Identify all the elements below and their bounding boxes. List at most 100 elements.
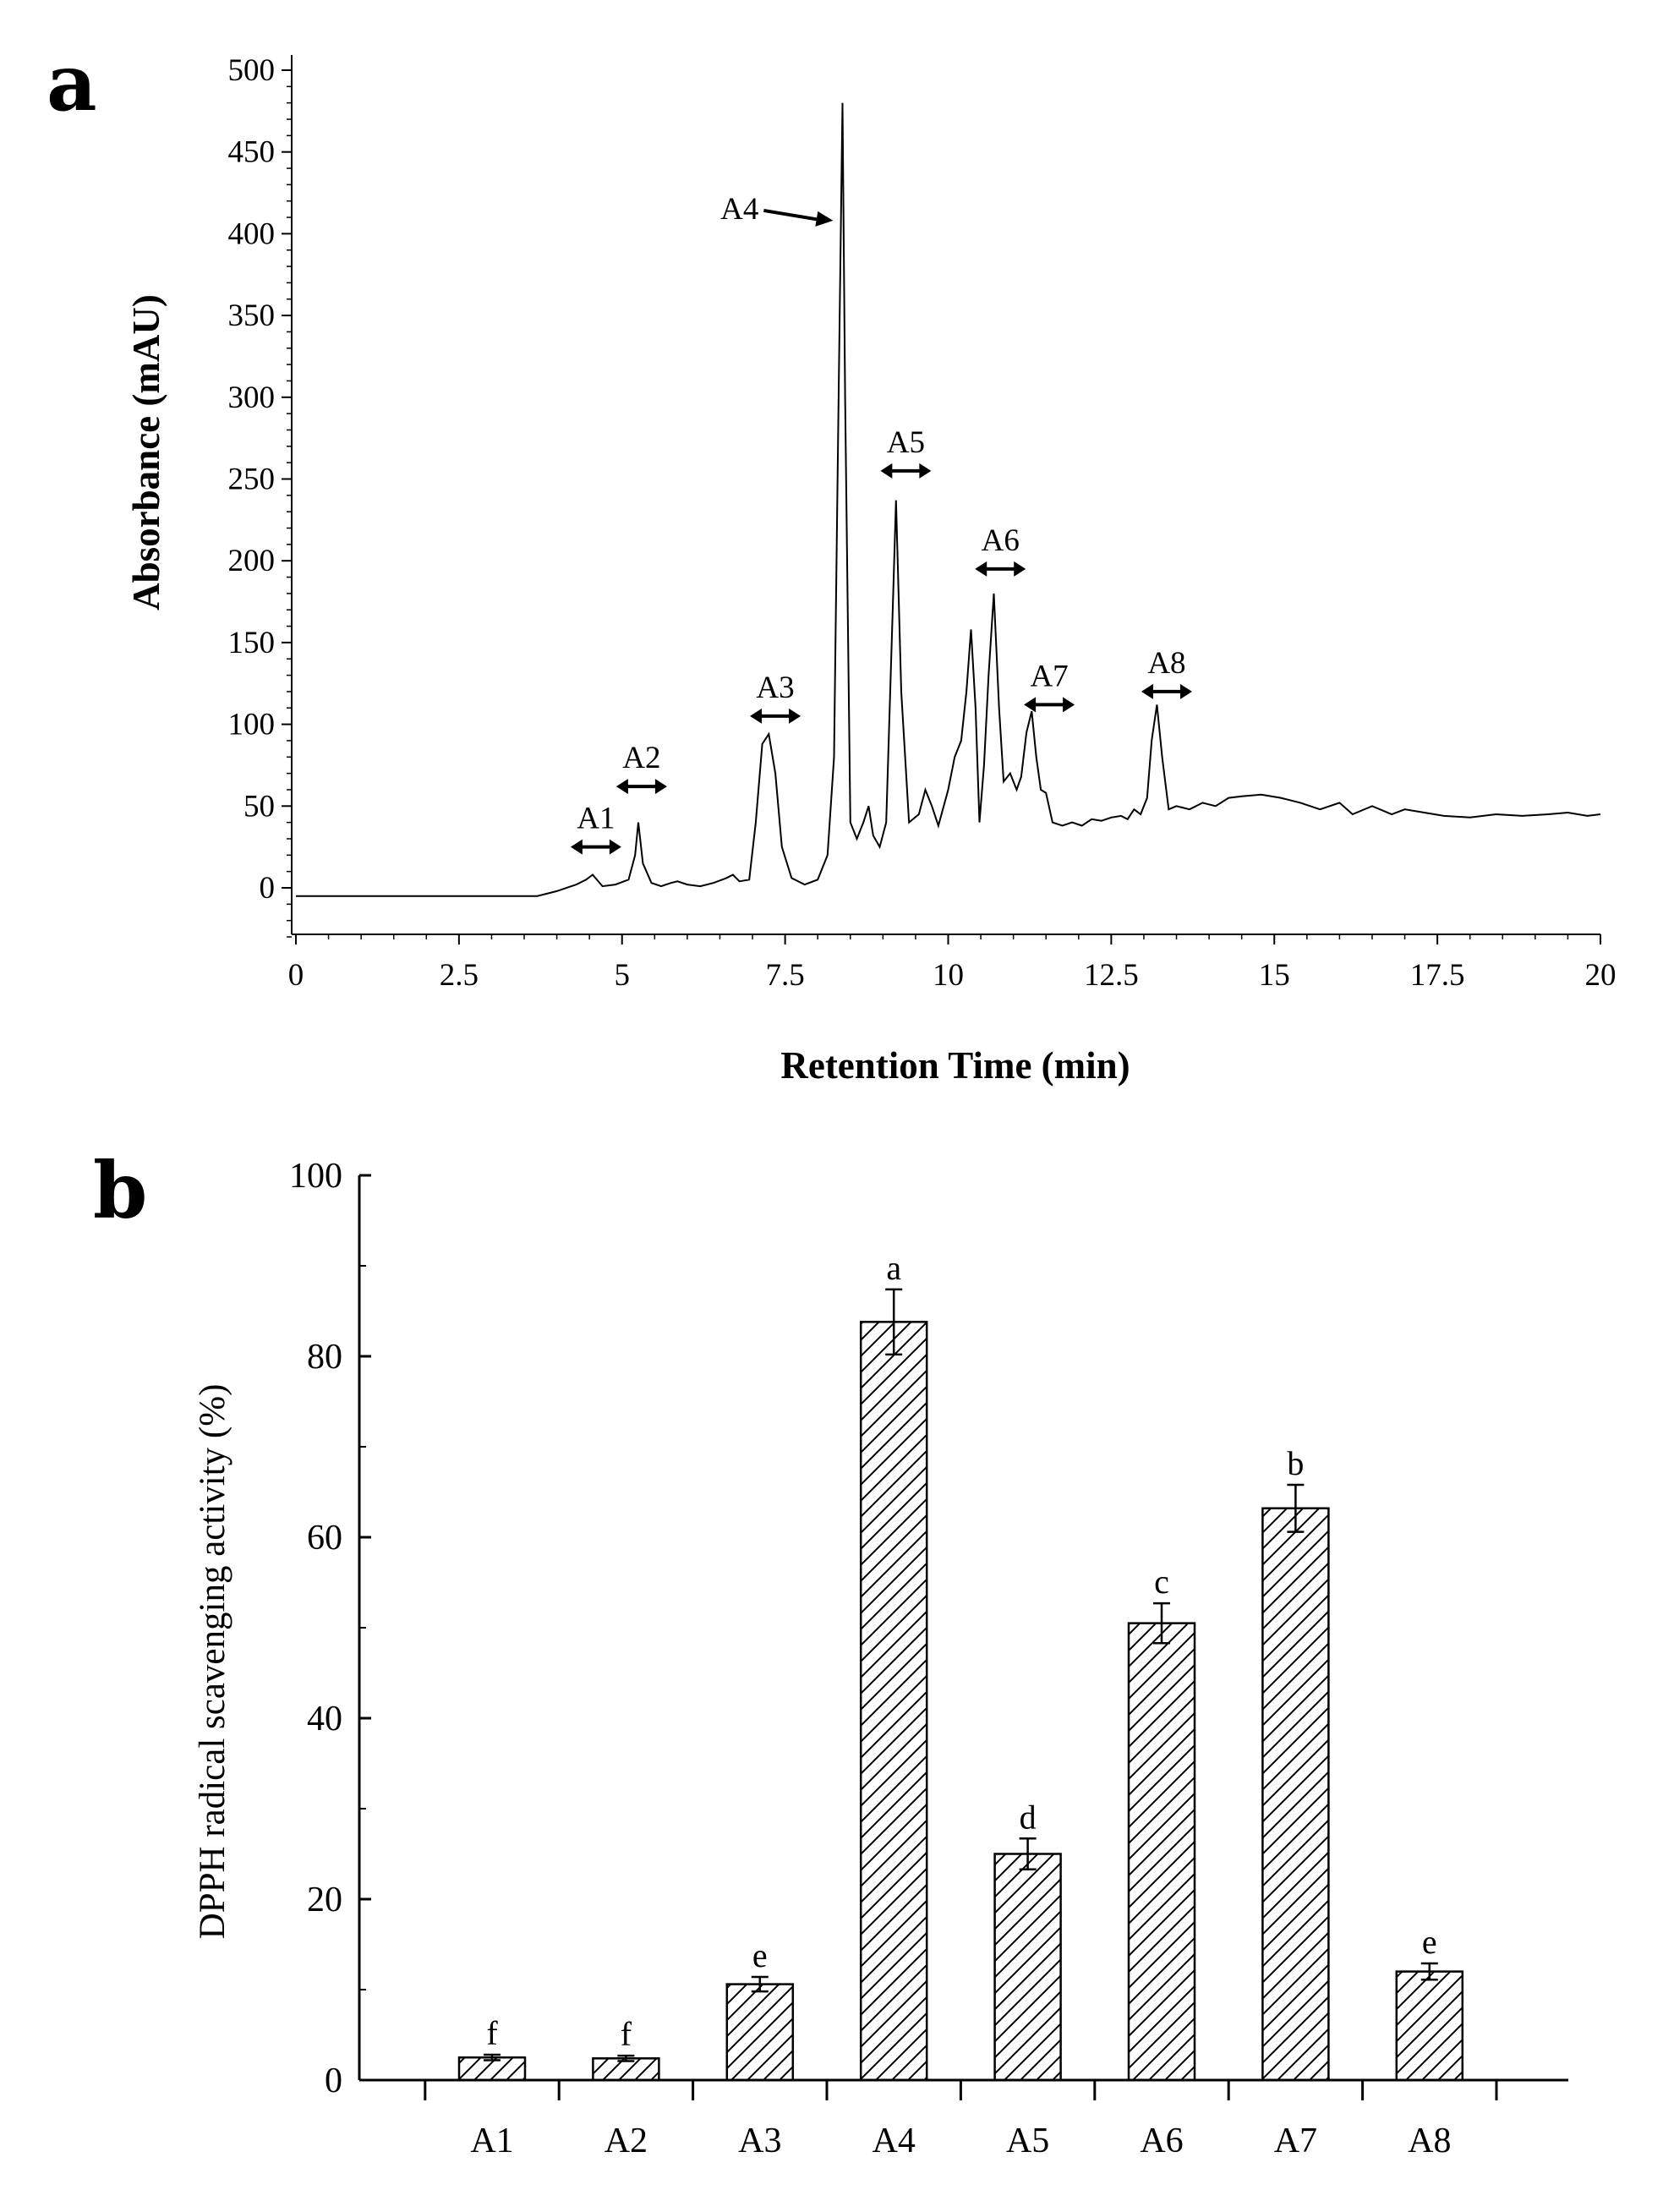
panel-a-x-tick-label: 5 (615, 958, 631, 993)
panel-b-x-tick-label: A4 (873, 2122, 916, 2160)
panel-b-x-tick-label: A7 (1274, 2122, 1317, 2160)
significance-letter: c (1154, 1563, 1169, 1601)
bar-a1 (457, 2056, 527, 2082)
chromatogram-trace (296, 102, 1601, 897)
panel-b-x-tick-label: A6 (1140, 2122, 1183, 2160)
panel-a-y-tick-label: 150 (228, 626, 276, 660)
peak-label-text: A5 (887, 425, 925, 460)
peak-label-text: A3 (756, 671, 794, 705)
significance-letter: e (752, 1936, 768, 1974)
peak-label-a4: A4 (720, 192, 834, 227)
peak-label-a5: A5 (880, 425, 932, 479)
significance-letter: b (1287, 1444, 1304, 1482)
panel-a-y-tick-label: 0 (260, 871, 276, 906)
double-arrow-left-head (1024, 697, 1037, 713)
bar-group-a5: d A5 (993, 1798, 1062, 2160)
peak-label-text: A8 (1147, 646, 1185, 681)
panel-letter-a: a (46, 37, 97, 129)
panel-b-bars: f A1 f A2 e A3 a A4 d A5 c A6 b A7 e A8 (457, 1249, 1464, 2160)
panel-b-x-tick-label: A1 (470, 2122, 513, 2160)
bar-group-a6: c A6 (1127, 1563, 1196, 2160)
double-arrow-left-head (750, 708, 763, 724)
bar-a4 (859, 1321, 928, 2082)
panel-b-y-tick-label: 0 (325, 2061, 342, 2100)
panel-a-x-tick-label: 17.5 (1410, 958, 1465, 993)
peak-label-a7: A7 (1024, 659, 1075, 713)
peak-label-a2: A2 (615, 741, 667, 795)
bar-a7 (1261, 1507, 1330, 2082)
peak-label-a3: A3 (750, 671, 801, 724)
peak-label-text: A1 (577, 802, 615, 836)
peak-label-a1: A1 (570, 802, 621, 855)
panel-b-x-tick-label: A8 (1408, 2122, 1451, 2160)
double-arrow-right-head (1014, 561, 1026, 577)
bar-a5 (993, 1853, 1062, 2082)
panel-a-axes (291, 55, 1600, 935)
double-arrow-right-head (609, 839, 621, 855)
panel-a-x-tick-label: 20 (1585, 958, 1617, 993)
panel-a-y-tick-label: 350 (228, 298, 276, 333)
bar-group-a1: f A1 (457, 2014, 527, 2160)
peak-label-text: A2 (622, 741, 660, 775)
double-arrow-right-head (919, 463, 932, 479)
bar-group-a3: e A3 (725, 1936, 795, 2160)
double-arrow-left-head (975, 561, 987, 577)
panel-b-x-tick-label: A5 (1006, 2122, 1049, 2160)
panel-a-x-tick-label: 15 (1259, 958, 1290, 993)
panel-a-y-tick-label: 500 (228, 53, 276, 88)
significance-letter: f (621, 2015, 632, 2053)
callout-arrow-shaft (763, 208, 820, 222)
panel-a-y-tick-label: 200 (228, 544, 276, 578)
panel-b-y-tick-label: 60 (307, 1519, 342, 1558)
peak-label-a6: A6 (975, 523, 1026, 577)
bar-a8 (1395, 1970, 1464, 2082)
panel-a-y-tick-label: 100 (228, 708, 276, 742)
panel-b-y-axis-title: DPPH radical scavenging activity (%) (193, 1384, 232, 1940)
panel-b-y-tick-label: 40 (307, 1700, 342, 1738)
double-arrow-right-head (654, 779, 667, 795)
panel-b-x-tick-label: A3 (738, 2122, 781, 2160)
peak-label-a8: A8 (1141, 646, 1192, 699)
bar-group-a7: b A7 (1261, 1444, 1330, 2160)
double-arrow-left-head (880, 463, 893, 479)
panel-a-y-axis-title: Absorbance (mAU) (125, 294, 167, 610)
panel-a-y-tick-label: 250 (228, 463, 276, 497)
bar-group-a4: a A4 (859, 1249, 928, 2160)
panel-a-chromatogram: a 0 50 100 150 200 250 300 350 400 450 500 0 2.5 5 7.5… (46, 37, 1617, 1087)
bar-a6 (1127, 1622, 1196, 2082)
panel-b-y-tick-label: 100 (289, 1157, 342, 1196)
bar-group-a8: e A8 (1395, 1923, 1464, 2160)
panel-b-y-tick-label: 20 (307, 1881, 342, 1919)
panel-b-x-tick-label: A2 (604, 2122, 648, 2160)
panel-a-y-tick-label: 300 (228, 381, 276, 415)
panel-b-y-tick-label: 80 (307, 1338, 342, 1377)
peak-label-text: A4 (720, 192, 758, 227)
double-arrow-left-head (570, 839, 583, 855)
callout-arrow-head (815, 211, 834, 227)
panel-a-y-tick-label: 400 (228, 216, 276, 251)
double-arrow-right-head (789, 708, 801, 724)
significance-letter: d (1020, 1798, 1037, 1836)
panel-a-x-tick-label: 2.5 (440, 958, 479, 993)
bar-a3 (725, 1983, 795, 2082)
significance-letter: e (1422, 1923, 1437, 1961)
bar-group-a2: f A2 (592, 2015, 660, 2160)
panel-a-x-tick-label: 7.5 (766, 958, 805, 993)
panel-a-ticks: 0 50 100 150 200 250 300 350 400 450 500 0 2.5 5 7.5 10… (228, 53, 1617, 993)
panel-a-x-tick-label: 12.5 (1084, 958, 1139, 993)
significance-letter: f (486, 2014, 498, 2052)
double-arrow-right-head (1179, 683, 1192, 699)
double-arrow-right-head (1063, 697, 1075, 713)
panel-a-x-axis-title: Retention Time (min) (780, 1044, 1130, 1087)
panel-a-x-tick-label: 10 (933, 958, 964, 993)
significance-letter: a (886, 1249, 901, 1287)
double-arrow-left-head (615, 779, 628, 795)
peak-label-text: A6 (982, 523, 1020, 558)
panel-b-axes: 0 20 40 60 80 100 (289, 1157, 1568, 2100)
panel-a-x-tick-label: 0 (288, 958, 304, 993)
panel-a-y-tick-label: 450 (228, 135, 276, 170)
panel-letter-b: b (93, 1145, 147, 1236)
